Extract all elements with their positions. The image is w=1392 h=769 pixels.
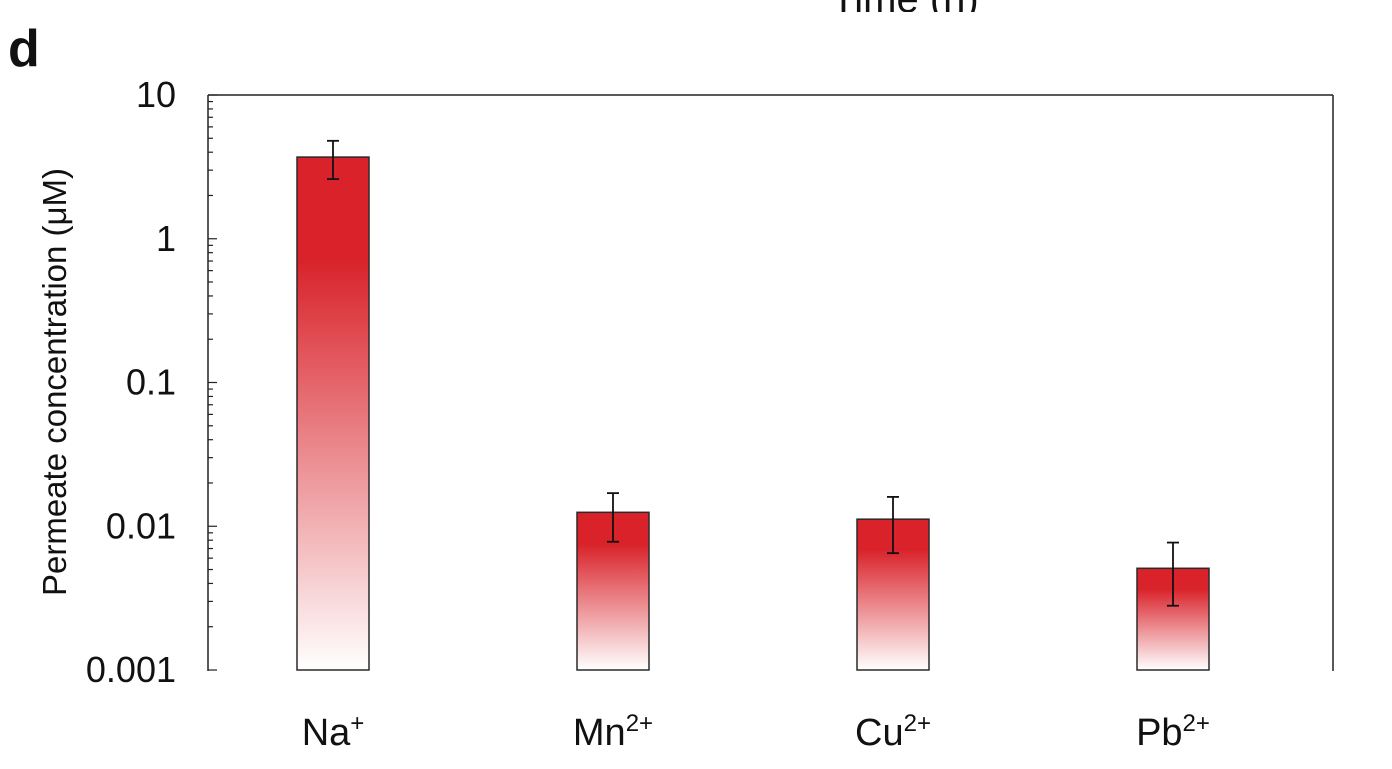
axes [207,94,1334,671]
y-axis-label: Permeate concentration (μM) [36,168,73,596]
tick-labels: 0.001 0.01 0.1 1 10 Na+ Mn2+ Cu2+ Pb2+ [86,74,1210,754]
x-tick-label-na: Na+ [302,710,365,754]
x-tick-label-mn: Mn2+ [573,710,653,754]
y-tick-label: 0.1 [126,362,176,403]
x-tick-label-cu: Cu2+ [855,710,931,754]
y-tick-label: 0.001 [86,649,176,690]
x-tick-label-pb: Pb2+ [1136,710,1210,754]
y-tick-label: 0.01 [106,505,176,546]
bars [296,139,1210,671]
y-tick-label: 1 [156,218,176,259]
top-fragment-label: Time (h) [831,0,978,21]
y-tick-label: 10 [136,74,176,115]
bar-na [296,156,370,671]
panel-label: d [8,20,40,78]
